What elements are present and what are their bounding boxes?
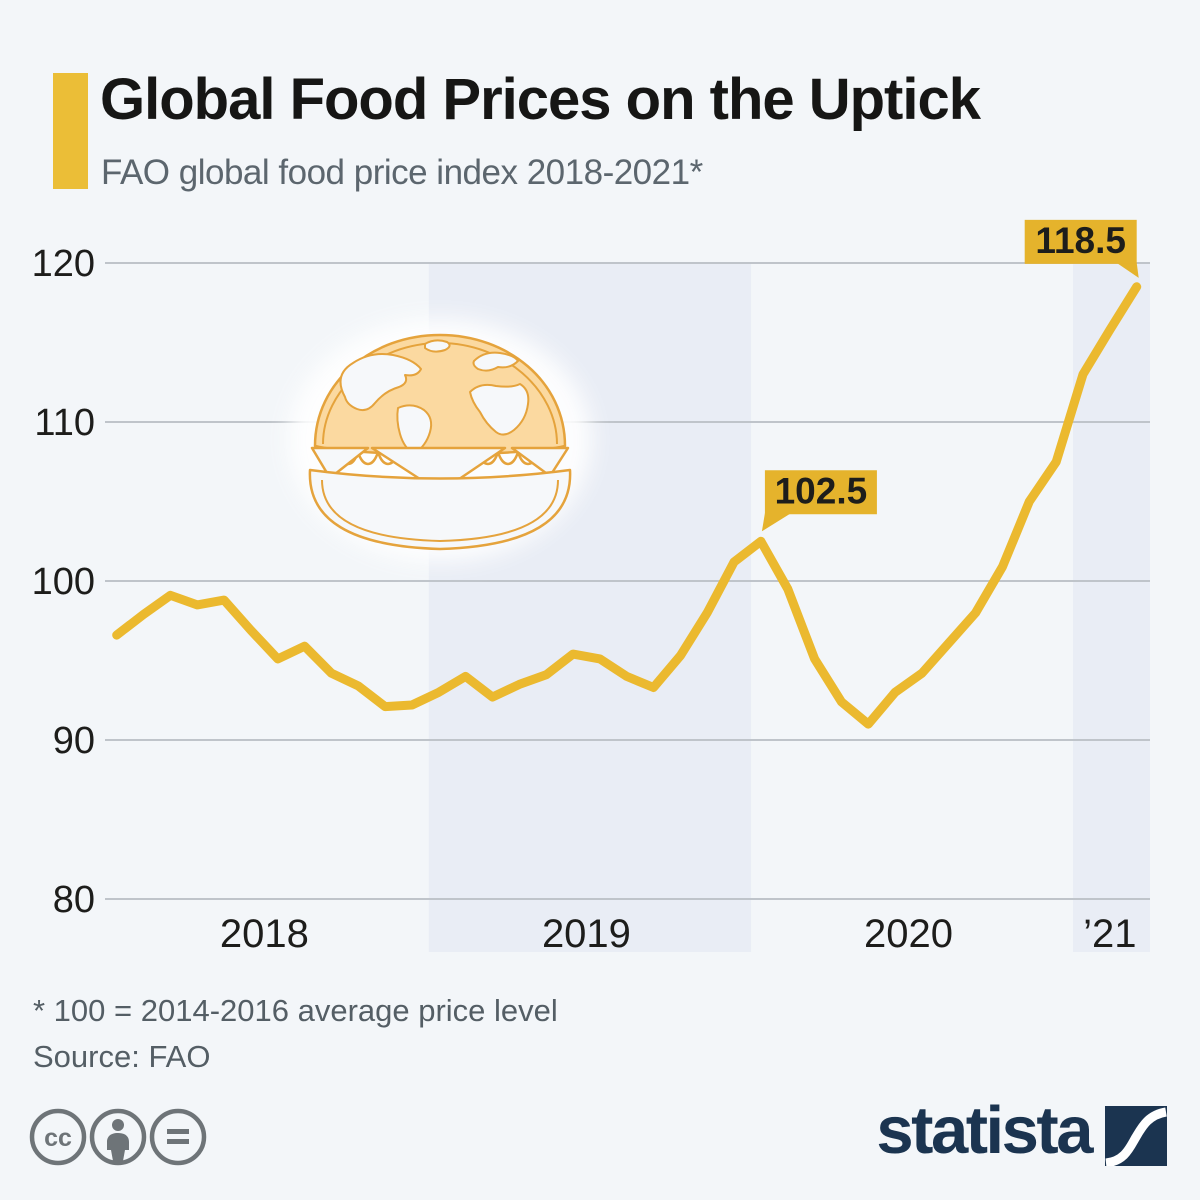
burger-cheese	[310, 446, 570, 494]
x-label-2021: ’21	[1083, 912, 1136, 956]
cc-by-icon	[89, 1108, 147, 1166]
statista-logo-mark	[1105, 1106, 1167, 1166]
cc-nd-equals	[167, 1129, 189, 1144]
annotation-callouts: 102.5 118.5	[761, 219, 1139, 532]
title-accent-bar	[53, 73, 88, 189]
statista-logo: statista	[876, 1096, 1167, 1166]
year-shading-bands	[428, 264, 1150, 952]
y-axis-tick-labels: 80 90 100 110 120	[32, 243, 95, 921]
cc-by-person	[107, 1119, 129, 1161]
y-tick-100: 100	[32, 561, 95, 603]
callout-pointer	[1116, 262, 1139, 278]
cc-label: cc	[44, 1124, 72, 1152]
footnote: * 100 = 2014-2016 average price level	[33, 993, 558, 1028]
statista-wordmark: statista	[876, 1093, 1093, 1168]
callout-box	[764, 470, 877, 515]
page-subtitle: FAO global food price index 2018-2021*	[101, 153, 703, 192]
callout-box	[1024, 219, 1137, 264]
callout-value: 118.5	[1035, 220, 1126, 261]
callout-value: 102.5	[775, 470, 868, 511]
x-label-2018: 2018	[220, 912, 309, 956]
cc-icon	[29, 1108, 87, 1166]
y-tick-110: 110	[34, 402, 95, 444]
burger-bottom-bun	[308, 468, 572, 551]
x-label-2019: 2019	[542, 912, 631, 956]
cc-license-badges: cc	[29, 1108, 207, 1166]
x-label-2020: 2020	[864, 912, 953, 956]
price-line	[112, 282, 1142, 729]
y-tick-120: 120	[32, 243, 95, 285]
y-tick-90: 90	[53, 720, 95, 762]
globe-burger-illustration	[288, 318, 592, 562]
x-axis-year-labels: 2018 2019 2020 ’21	[220, 912, 1137, 956]
page-title: Global Food Prices on the Uptick	[100, 67, 981, 132]
callout-118.5: 118.5	[1024, 219, 1139, 278]
cc-nd-icon	[149, 1108, 207, 1166]
gridlines	[105, 262, 1150, 900]
callout-102.5: 102.5	[761, 470, 877, 532]
source: Source: FAO	[33, 1039, 211, 1074]
branding-row: cc statista	[0, 1096, 1200, 1176]
continents	[339, 339, 530, 455]
callout-pointer	[761, 513, 791, 532]
y-tick-80: 80	[53, 879, 95, 921]
